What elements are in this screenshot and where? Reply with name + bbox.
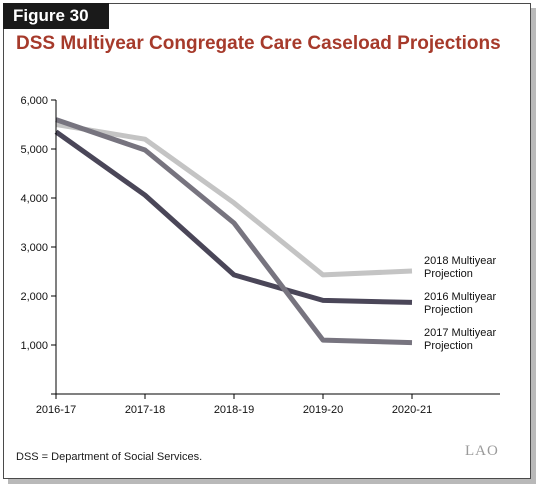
series-label-line: Projection	[424, 340, 473, 352]
lao-logo: LAO	[465, 443, 499, 459]
series-lines	[54, 117, 413, 346]
series-label-line: 2017 Multiyear	[424, 327, 496, 339]
series-line-1	[54, 129, 413, 305]
x-tick-label: 2016-17	[36, 404, 76, 416]
series-label-line: 2018 Multiyear	[424, 255, 496, 267]
y-tick-label: 1,000	[20, 340, 48, 352]
x-tick-label: 2018-19	[214, 404, 254, 416]
y-tick-label: 2,000	[20, 291, 48, 303]
series-label-1: 2016 Multiyear Projection	[424, 291, 496, 316]
series-line-2	[55, 117, 413, 346]
y-tick-label: 3,000	[20, 242, 48, 254]
series-label-line: Projection	[424, 268, 473, 280]
series-label-line: 2016 Multiyear	[424, 291, 496, 303]
series-label-line: Projection	[424, 304, 473, 316]
series-line-0	[55, 122, 413, 278]
figure-label: Figure 30	[3, 3, 109, 29]
figure-frame	[3, 3, 531, 479]
x-tick-label: 2020-21	[392, 404, 432, 416]
x-axis-ticks: 2016-17 2017-18 2018-19 2019-20 2020-21	[36, 394, 432, 416]
chart-title: DSS Multiyear Congregate Care Caseload P…	[16, 33, 501, 54]
footnote: DSS = Department of Social Services.	[16, 451, 203, 463]
y-tick-label: 6,000	[20, 95, 48, 107]
x-tick-label: 2019-20	[303, 404, 343, 416]
y-axis-ticks: 1,000 2,000 3,000 4,000 5,000 6,000	[20, 95, 56, 395]
y-tick-label: 4,000	[20, 193, 48, 205]
y-tick-label: 5,000	[20, 144, 48, 156]
series-label-2: 2017 Multiyear Projection	[424, 327, 496, 352]
series-label-0: 2018 Multiyear Projection	[424, 255, 496, 280]
x-tick-label: 2017-18	[125, 404, 165, 416]
